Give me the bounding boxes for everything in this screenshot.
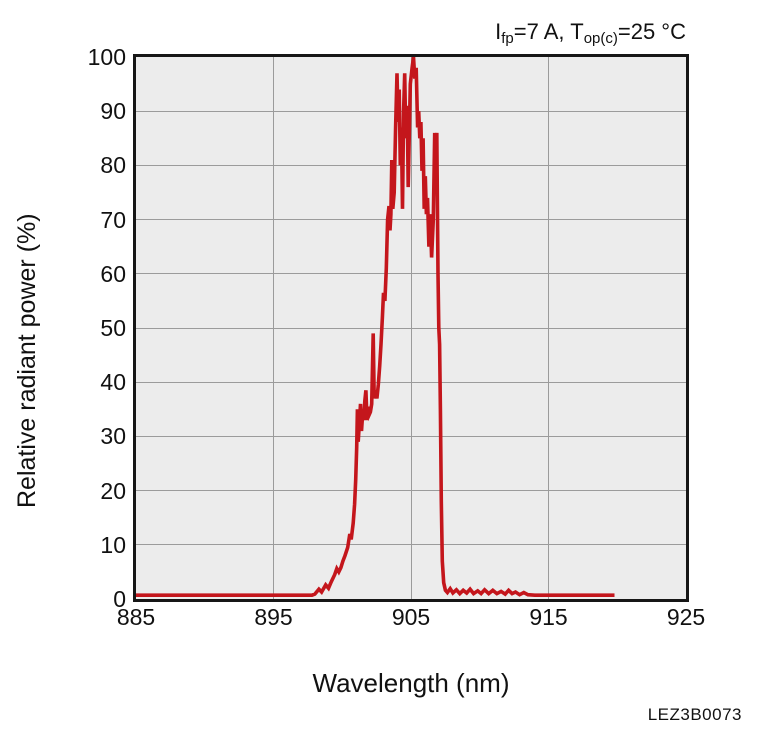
condition-suffix: =25 °C [617,19,686,44]
y-tick-label: 70 [100,206,126,233]
y-tick-label: 0 [113,586,126,612]
test-condition-annotation: Ifp=7 A, Top(c)=25 °C [495,19,686,47]
gridline-vertical [548,57,549,599]
x-tick-label: 885 [116,604,156,630]
gridline-vertical [273,57,274,599]
y-tick-label: 10 [100,531,126,558]
y-tick-label: 40 [100,369,126,396]
condition-prefix: I [495,19,502,44]
spectrum-curve [136,57,615,598]
y-tick-label: 30 [100,423,126,450]
condition-middle: =7 A, T [513,19,584,44]
y-tick-label: 60 [100,260,126,287]
y-tick-label: 50 [100,315,126,341]
condition-prefix-subscript: fp [501,30,514,47]
y-axis-title: Relative radiant power (%) [13,213,41,508]
plot-area [133,54,689,602]
x-tick-label: 925 [666,604,706,630]
spectrum-polyline [136,57,615,598]
y-tick-label: 90 [100,98,126,125]
x-tick-label: 915 [529,604,568,630]
condition-middle-subscript: op(c) [583,30,618,47]
y-tick-label: 20 [100,477,126,504]
x-axis-title: Wavelength (nm) [312,668,510,698]
y-tick-label: 80 [100,152,126,179]
gridline-vertical [410,57,412,599]
x-tick-label: 895 [254,604,293,630]
y-tick-label: 100 [87,44,126,70]
figure-code-label: LEZ3B0073 [647,705,742,724]
x-tick-label: 905 [391,604,431,630]
